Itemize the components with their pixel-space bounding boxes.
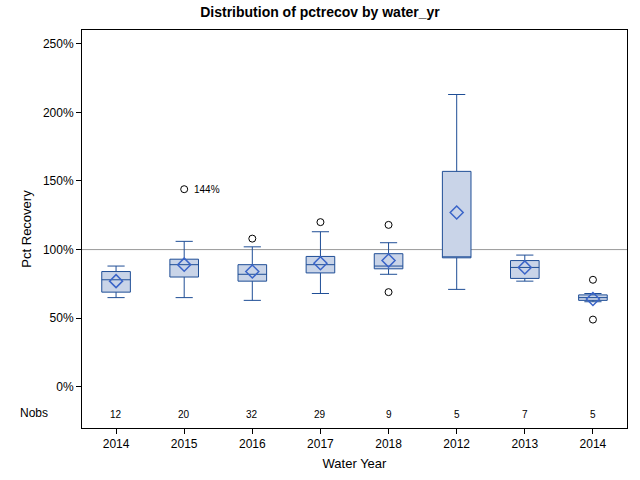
svg-text:12: 12 [110,409,122,420]
svg-text:Pct Recovery: Pct Recovery [19,190,34,268]
svg-text:Distribution of pctrecov by wa: Distribution of pctrecov by water_yr [200,4,440,20]
svg-text:32: 32 [246,409,258,420]
svg-text:150%: 150% [43,174,74,188]
svg-text:250%: 250% [43,37,74,51]
svg-text:2014: 2014 [580,437,607,451]
svg-text:100%: 100% [43,243,74,257]
svg-text:Nobs: Nobs [20,406,48,420]
svg-text:Water Year: Water Year [323,456,388,471]
svg-text:2015: 2015 [171,437,198,451]
svg-text:20: 20 [178,409,190,420]
svg-text:5: 5 [454,409,460,420]
svg-text:5: 5 [590,409,596,420]
svg-text:200%: 200% [43,106,74,120]
svg-text:7: 7 [522,409,528,420]
svg-text:2014: 2014 [103,437,130,451]
svg-text:2017: 2017 [307,437,334,451]
svg-text:2018: 2018 [375,437,402,451]
svg-text:50%: 50% [50,311,74,325]
svg-text:2012: 2012 [443,437,470,451]
svg-text:29: 29 [314,409,326,420]
svg-text:0%: 0% [56,380,74,394]
svg-text:144%: 144% [194,184,220,195]
svg-text:2016: 2016 [239,437,266,451]
svg-text:9: 9 [386,409,392,420]
svg-text:2013: 2013 [511,437,538,451]
